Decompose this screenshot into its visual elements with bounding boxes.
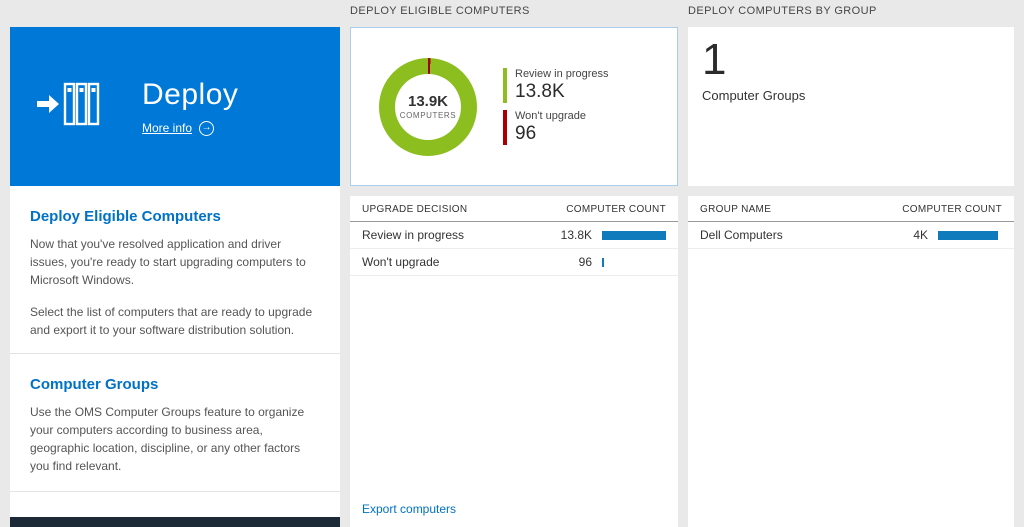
more-info-label: More info [142,121,193,135]
donut-legend: Review in progress 13.8K Won't upgrade 9… [503,68,609,145]
deploy-books-arrow-icon [36,75,100,138]
section-heading-deploy-eligible-computers: Deploy Eligible Computers [30,208,221,225]
tile-footer-bar [10,517,340,527]
deploy-eligible-computers-heading: DEPLOY ELIGIBLE COMPUTERS [350,5,530,17]
arrow-right-circle-icon: → [199,120,215,136]
table-header-row: GROUP NAME COMPUTER COUNT [688,196,1014,222]
deploy-tile[interactable]: Deploy More info → [10,27,340,186]
donut-total-value: 13.9K [407,93,449,110]
legend-color-bar [503,68,507,103]
table-row[interactable]: Won't upgrade 96 [350,249,678,276]
legend-label: Won't upgrade [515,110,587,122]
table-row[interactable]: Dell Computers 4K [688,222,1014,249]
table-row[interactable]: Review in progress 13.8K [350,222,678,249]
row-bar-container [602,230,666,240]
section-heading-computer-groups: Computer Groups [30,376,159,393]
row-label: Dell Computers [700,228,783,242]
row-value: 96 [578,255,592,269]
group-count-label: Computer Groups [702,87,806,103]
computer-groups-summary-card[interactable]: 1 Computer Groups [688,27,1014,186]
row-value-bar [938,230,998,240]
export-computers-link[interactable]: Export computers [362,502,457,516]
legend-item-wont-upgrade: Won't upgrade 96 [503,110,609,145]
legend-value: 13.8K [515,81,565,102]
column-header-computer-count: COMPUTER COUNT [902,204,1002,215]
row-value-bar [602,257,604,267]
deploy-overview-panel: Deploy More info → Deploy Eligible Compu… [10,27,340,527]
row-label: Won't upgrade [362,255,440,269]
donut-total-label: COMPUTERS [399,111,457,120]
eligible-computers-chart-card[interactable]: 13.9K COMPUTERS Review in progress 13.8K… [350,27,678,186]
deploy-description-panel: Deploy Eligible Computers Now that you'v… [10,186,340,517]
donut-center: 13.9K COMPUTERS [395,73,461,140]
row-value: 4K [913,228,928,242]
table-header-row: UPGRADE DECISION COMPUTER COUNT [350,196,678,222]
section-paragraph: Use the OMS Computer Groups feature to o… [30,405,305,473]
column-header-group-name: GROUP NAME [700,204,772,215]
computers-donut-chart: 13.9K COMPUTERS [379,57,477,156]
upgrade-decision-table: UPGRADE DECISION COMPUTER COUNT Review i… [350,196,678,527]
legend-label: Review in progress [515,68,609,80]
more-info-link[interactable]: More info → [142,120,238,136]
group-count-value: 1 [702,35,727,84]
computer-groups-table: GROUP NAME COMPUTER COUNT Dell Computers… [688,196,1014,527]
deploy-computers-by-group-heading: DEPLOY COMPUTERS BY GROUP [688,5,877,17]
row-bar-container [602,257,666,267]
legend-color-bar [503,110,507,145]
deploy-computers-by-group-column: 1 Computer Groups GROUP NAME COMPUTER CO… [688,27,1014,527]
row-bar-container [938,230,1002,240]
legend-item-review-in-progress: Review in progress 13.8K [503,68,609,103]
legend-value: 96 [515,123,537,144]
section-paragraph: Now that you've resolved application and… [30,237,306,287]
deploy-tile-text: Deploy More info → [142,78,238,136]
section-divider [10,353,340,354]
deploy-eligible-computers-column: 13.9K COMPUTERS Review in progress 13.8K… [350,27,678,527]
row-label: Review in progress [362,228,465,242]
section-divider [10,491,340,492]
column-header-upgrade-decision: UPGRADE DECISION [362,204,468,215]
row-value: 13.8K [560,228,592,242]
row-value-bar [602,230,666,240]
tile-title: Deploy [142,77,239,111]
section-paragraph: Select the list of computers that are re… [30,305,313,337]
column-header-computer-count: COMPUTER COUNT [566,204,666,215]
